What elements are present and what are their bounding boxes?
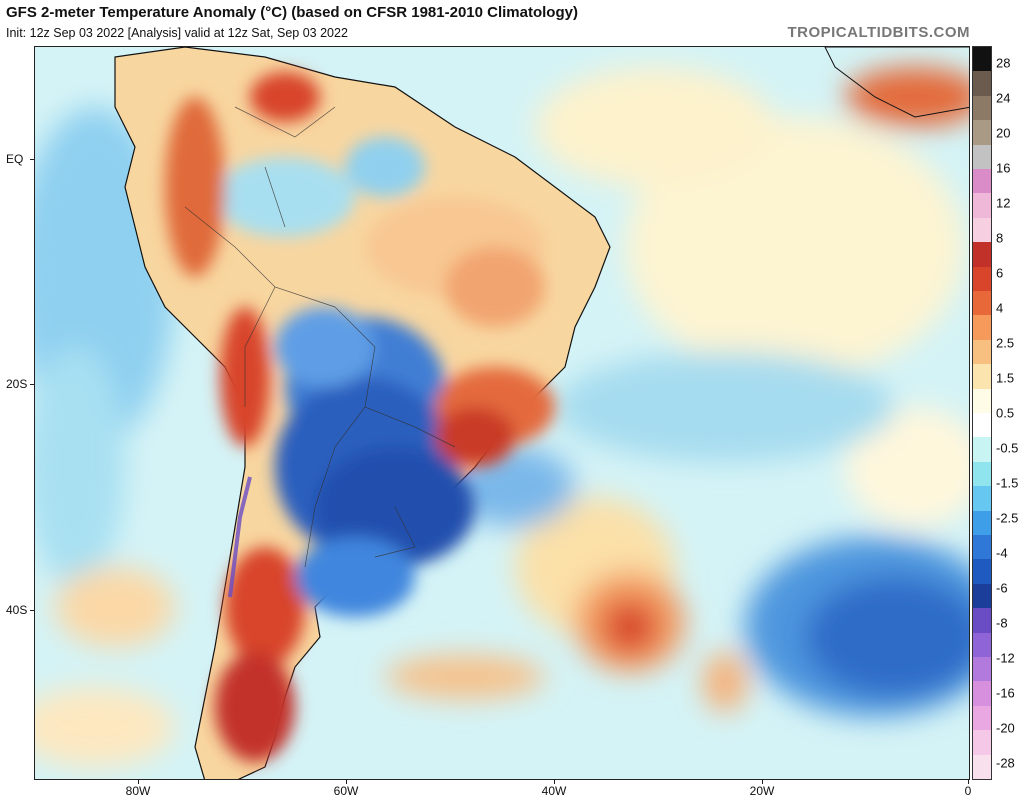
colorbar-label: -0.5 <box>996 440 1019 456</box>
map-canvas <box>35 47 969 779</box>
lon-label-40w: 40W <box>541 784 567 798</box>
colorbar-swatch <box>973 169 991 194</box>
colorbar-label: -1.5 <box>996 475 1019 491</box>
lon-label-60w: 60W <box>333 784 359 798</box>
colorbar-swatch <box>973 608 991 634</box>
colorbar-swatch <box>973 71 991 97</box>
colorbar-label: 0.5 <box>996 405 1015 421</box>
lat-tick <box>30 159 34 160</box>
colorbar-label: 8 <box>996 230 1004 246</box>
lon-tick <box>346 780 347 784</box>
lat-label-20s: 20S <box>6 377 28 391</box>
colorbar-swatch <box>973 486 991 512</box>
andes-cold-streak <box>228 476 252 598</box>
africa-coastline <box>824 47 969 118</box>
colorbar-swatch <box>973 657 991 682</box>
colorbar-label: 20 <box>996 125 1011 141</box>
colorbar-swatch <box>973 583 991 609</box>
colorbar-label: -2.5 <box>996 510 1019 526</box>
brand-watermark[interactable]: TROPICALTIDBITS.COM <box>787 24 970 41</box>
colorbar-swatch <box>973 47 991 72</box>
colorbar-label: -16 <box>996 685 1015 701</box>
lon-label-80w: 80W <box>125 784 151 798</box>
colorbar-label: -8 <box>996 615 1008 631</box>
colorbar-swatch <box>973 461 991 487</box>
colorbar-label: 6 <box>996 265 1004 281</box>
colorbar-swatch <box>973 413 991 438</box>
colorbar-swatch <box>973 95 991 121</box>
colorbar-label: 24 <box>996 90 1011 106</box>
colorbar-swatch <box>973 632 991 658</box>
colorbar-label: 16 <box>996 160 1011 176</box>
colorbar-label: 28 <box>996 55 1011 71</box>
colorbar-label: -12 <box>996 650 1015 666</box>
colorbar-label: -20 <box>996 720 1015 736</box>
colorbar-swatch <box>973 242 991 268</box>
lat-tick <box>30 610 34 611</box>
ocean-anomaly-field <box>35 67 969 767</box>
colorbar-swatch <box>973 315 991 341</box>
colorbar-swatch <box>973 291 991 316</box>
colorbar-swatch <box>973 266 991 292</box>
colorbar-swatch <box>973 681 991 707</box>
lon-tick <box>554 780 555 784</box>
colorbar-swatch <box>973 144 991 170</box>
colorbar-label: -28 <box>996 755 1015 771</box>
land-anomaly-field <box>165 72 555 762</box>
anomaly-map <box>34 46 970 780</box>
colorbar-swatch <box>973 339 991 365</box>
colorbar-swatch <box>973 559 991 585</box>
lon-label-0: 0 <box>964 784 972 798</box>
colorbar-label: 2.5 <box>996 335 1015 351</box>
colorbar-label: -6 <box>996 580 1008 596</box>
lon-tick <box>138 780 139 784</box>
lon-tick <box>968 780 969 784</box>
lon-tick <box>762 780 763 784</box>
colorbar-swatch <box>973 754 991 780</box>
colorbar-swatch <box>973 437 991 463</box>
colorbar <box>972 46 992 780</box>
colorbar-swatch <box>973 120 991 146</box>
colorbar-swatch <box>973 510 991 536</box>
lat-tick <box>30 384 34 385</box>
colorbar-swatch <box>973 388 991 414</box>
colorbar-swatch <box>973 730 991 756</box>
colorbar-label: 4 <box>996 300 1004 316</box>
colorbar-label: 1.5 <box>996 370 1015 386</box>
colorbar-swatch <box>973 535 991 560</box>
colorbar-swatch <box>973 193 991 219</box>
colorbar-label: -4 <box>996 545 1008 561</box>
colorbar-label: 12 <box>996 195 1011 211</box>
lat-label-40s: 40S <box>6 603 28 617</box>
colorbar-swatch <box>973 364 991 390</box>
country-borders <box>184 106 456 568</box>
colorbar-swatch <box>973 217 991 243</box>
colorbar-swatch <box>973 705 991 731</box>
lon-label-20w: 20W <box>749 784 775 798</box>
map-subtitle: Init: 12z Sep 03 2022 [Analysis] valid a… <box>6 26 348 40</box>
map-title: GFS 2-meter Temperature Anomaly (°C) (ba… <box>6 4 578 21</box>
lat-label-eq: EQ <box>6 152 24 166</box>
